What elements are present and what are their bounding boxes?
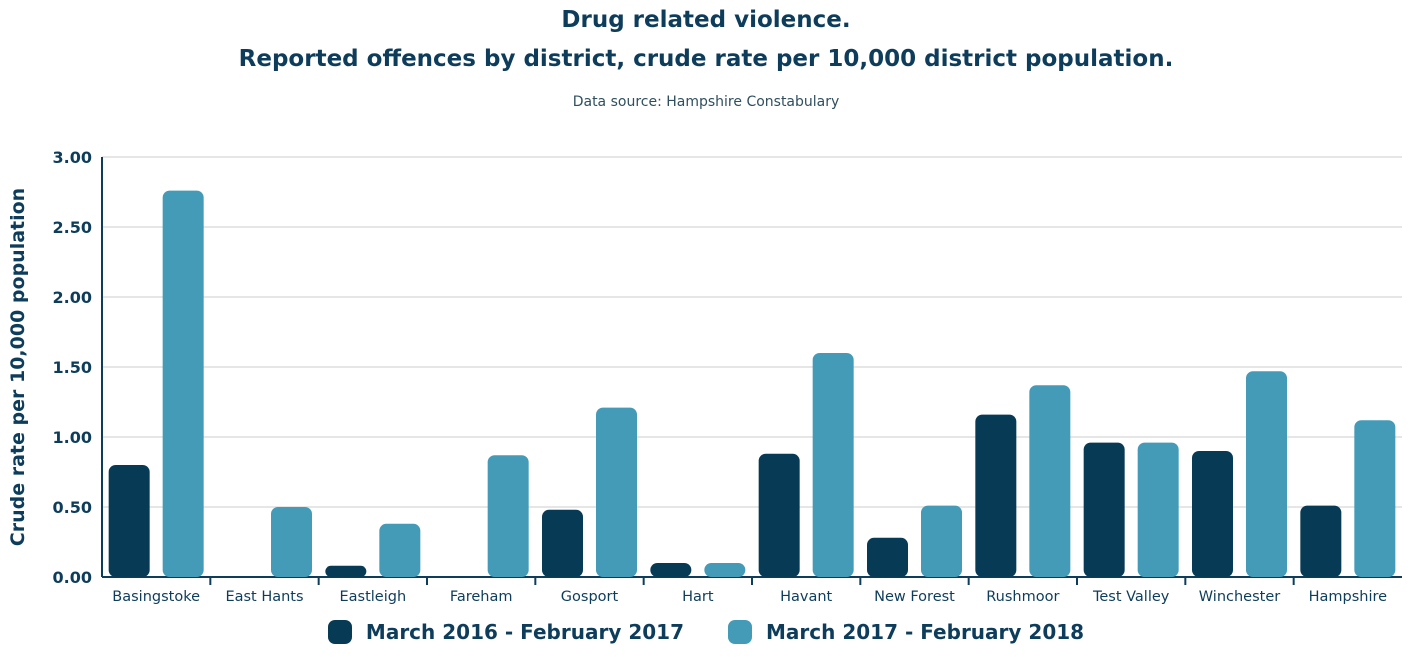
x-tick-label: Eastleigh [339,589,406,605]
bar-series-1 [867,537,908,577]
x-tick-label: Hart [682,589,714,605]
y-tick-label: 1.50 [53,358,92,377]
x-tick-label: Fareham [450,589,513,605]
x-tick-label: East Hants [225,589,303,605]
data-source-note: Data source: Hampshire Constabulary [572,94,840,110]
bar-series-2 [596,407,637,577]
x-tick-label: Winchester [1199,589,1280,605]
bar-series-2 [1246,371,1287,577]
y-tick-label: 2.50 [53,218,92,237]
x-tick-label: Test Valley [1092,589,1170,605]
x-tick-label: Hampshire [1309,589,1388,605]
y-tick-label: 0.00 [53,568,92,587]
x-tick-label: Rushmoor [986,589,1059,605]
bar-series-2 [812,353,854,577]
x-tick-label: Gosport [561,589,619,605]
bar-series-2 [162,190,204,577]
legend-item-series-2: March 2017 - February 2018 [728,620,1084,644]
legend-label-series-1: March 2016 - February 2017 [365,620,684,644]
bar-series-1 [1300,505,1342,577]
bar-series-2 [1354,420,1396,577]
bar-series-2 [271,507,312,577]
y-tick-label: 0.50 [53,498,92,517]
bar-series-1 [758,453,800,577]
x-tick-label: New Forest [874,589,955,605]
bar-series-2 [1137,442,1179,577]
chart-subtitle: Reported offences by district, crude rat… [238,46,1174,72]
x-tick-label: Basingstoke [112,589,200,605]
bar-series-2 [487,455,529,577]
y-tick-label: 3.00 [53,148,92,167]
legend: March 2016 - February 2017 March 2017 - … [0,620,1412,644]
bar-series-1 [1192,451,1233,577]
bar-series-1 [975,414,1017,577]
legend-swatch-series-1 [327,620,352,644]
bar-series-1 [650,563,692,577]
bar-series-1 [1083,442,1125,577]
y-axis-title: Crude rate per 10,000 population [7,188,29,546]
bar-series-2 [1029,385,1071,577]
x-tick-label: Havant [780,589,832,605]
bar-series-1 [325,565,367,577]
bar-series-2 [921,505,962,577]
y-tick-label: 2.00 [53,288,92,307]
y-tick-label: 1.00 [53,428,92,447]
bar-series-2 [704,563,746,577]
bar-series-2 [379,523,421,577]
legend-label-series-2: March 2017 - February 2018 [766,620,1085,644]
chart-title: Drug related violence. [561,7,851,33]
legend-swatch-series-2 [728,620,752,644]
bar-series-1 [108,465,150,577]
legend-item-series-1: March 2016 - February 2017 [327,620,684,644]
bar-series-1 [542,509,583,577]
